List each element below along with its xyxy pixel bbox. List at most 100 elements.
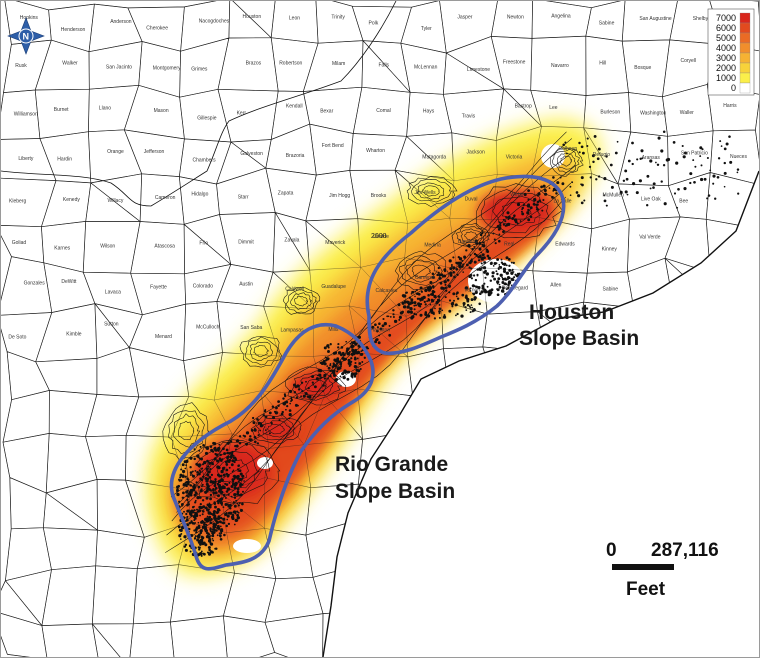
well-point	[465, 309, 468, 311]
well-point	[193, 505, 195, 508]
well-point	[233, 496, 237, 499]
well-point	[285, 408, 287, 411]
well-point	[212, 512, 216, 515]
county-label: Jim Hogg	[329, 193, 350, 199]
county-label: Mason	[154, 108, 169, 114]
well-point	[228, 466, 231, 469]
well-point	[193, 448, 196, 450]
well-point	[456, 291, 459, 295]
well-point	[471, 258, 473, 260]
county-label: Aransas	[642, 155, 661, 161]
well-point	[209, 468, 212, 471]
well-point	[231, 513, 235, 517]
well-point	[450, 302, 454, 306]
well-point	[236, 513, 239, 517]
well-point	[355, 368, 359, 372]
well-point	[199, 445, 202, 448]
well-point	[516, 222, 519, 225]
well-point	[469, 273, 473, 277]
well-point	[597, 175, 601, 178]
well-point	[481, 266, 483, 269]
county-label: Dimmit	[238, 239, 254, 245]
well-point	[355, 342, 358, 345]
houston-basin-outline[interactable]	[365, 174, 566, 356]
rio-grande-basin-outline[interactable]	[169, 323, 375, 571]
well-point	[236, 474, 240, 479]
well-point	[631, 162, 634, 166]
well-point	[438, 307, 442, 311]
well-point	[234, 456, 237, 459]
county-label: Edwards	[555, 241, 575, 247]
well-point	[204, 476, 208, 481]
well-point	[184, 548, 188, 552]
well-point	[682, 155, 686, 159]
well-point	[278, 419, 281, 422]
well-point	[218, 532, 221, 535]
county-label: Montgomery	[153, 65, 181, 71]
well-point	[233, 523, 236, 526]
well-point	[333, 364, 338, 368]
well-point	[184, 475, 187, 478]
well-point	[238, 469, 242, 473]
well-point	[202, 510, 205, 513]
well-point	[480, 290, 484, 294]
well-point	[251, 416, 255, 420]
well-point	[212, 525, 216, 529]
well-point	[250, 438, 253, 441]
county-label: Bosque	[634, 65, 651, 71]
well-point	[505, 256, 509, 260]
legend-label: 7000	[716, 13, 736, 23]
legend-swatch	[739, 32, 751, 44]
well-point	[502, 223, 505, 226]
well-point	[513, 276, 516, 279]
well-point	[431, 285, 435, 288]
well-point	[207, 511, 211, 515]
well-point	[215, 529, 218, 532]
well-point	[386, 315, 389, 318]
well-point	[241, 474, 245, 478]
well-point	[527, 208, 530, 212]
north-arrow-letter: N	[23, 32, 30, 42]
well-point	[424, 312, 428, 316]
well-point	[222, 521, 226, 525]
well-point	[322, 390, 324, 393]
well-point	[331, 365, 335, 369]
county-label: Allen	[550, 282, 561, 288]
scale-unit-label: Feet	[626, 579, 666, 600]
well-point	[470, 267, 473, 270]
well-point	[458, 257, 463, 261]
well-point	[359, 367, 362, 371]
well-point	[473, 252, 477, 256]
well-point	[356, 357, 359, 360]
well-point	[597, 147, 601, 151]
well-point	[588, 165, 592, 169]
well-point	[222, 493, 226, 497]
well-point	[729, 160, 733, 164]
county-label: Trinity	[331, 14, 345, 20]
well-point	[192, 488, 196, 492]
county-label: Refugio	[593, 152, 610, 158]
well-point	[499, 224, 502, 227]
county-label: Waller	[680, 110, 694, 116]
well-point	[430, 298, 434, 301]
well-point	[529, 215, 533, 218]
well-point	[341, 351, 345, 355]
well-point	[411, 290, 415, 294]
well-point	[491, 274, 495, 278]
well-point	[238, 435, 242, 438]
basin-outlines[interactable]	[169, 174, 566, 571]
county-label: Henderson	[61, 27, 86, 33]
well-point	[320, 376, 323, 379]
well-point	[203, 460, 207, 465]
well-point	[350, 352, 354, 356]
well-point	[218, 515, 221, 519]
well-point	[462, 302, 466, 306]
well-point	[529, 206, 533, 210]
well-point	[347, 370, 351, 374]
well-point	[484, 276, 487, 279]
well-point	[665, 158, 669, 162]
well-point	[236, 487, 240, 491]
well-point	[571, 181, 574, 184]
well-point	[714, 197, 717, 200]
